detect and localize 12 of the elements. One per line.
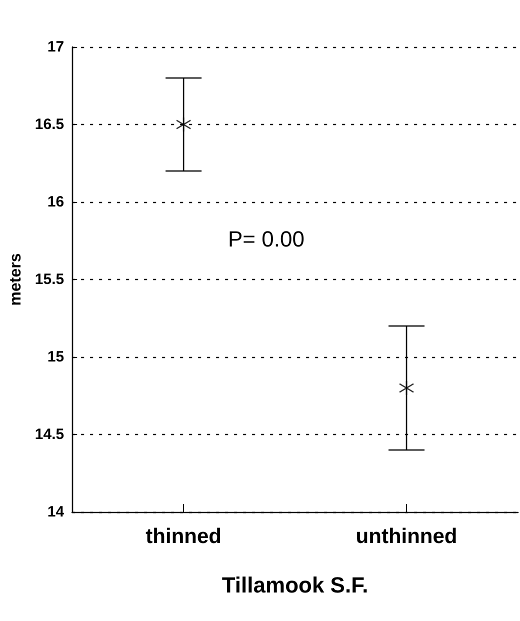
y-axis-title: meters	[8, 253, 24, 306]
x-axis-title: Tillamook S.F.	[222, 572, 368, 598]
y-tick-label: 17	[47, 38, 64, 56]
y-tick-label: 15.5	[34, 271, 64, 288]
y-tick-label: 14	[47, 504, 65, 520]
x-tick-label: thinned	[146, 525, 222, 548]
y-tick-label: 14.5	[34, 426, 64, 443]
y-tick-label: 15	[47, 348, 64, 366]
y-tick-label: 16.5	[34, 116, 64, 133]
annotation: P= 0.00	[228, 226, 304, 252]
x-tick-label: unthinned	[356, 525, 458, 548]
y-tick-label: 16	[47, 194, 64, 210]
